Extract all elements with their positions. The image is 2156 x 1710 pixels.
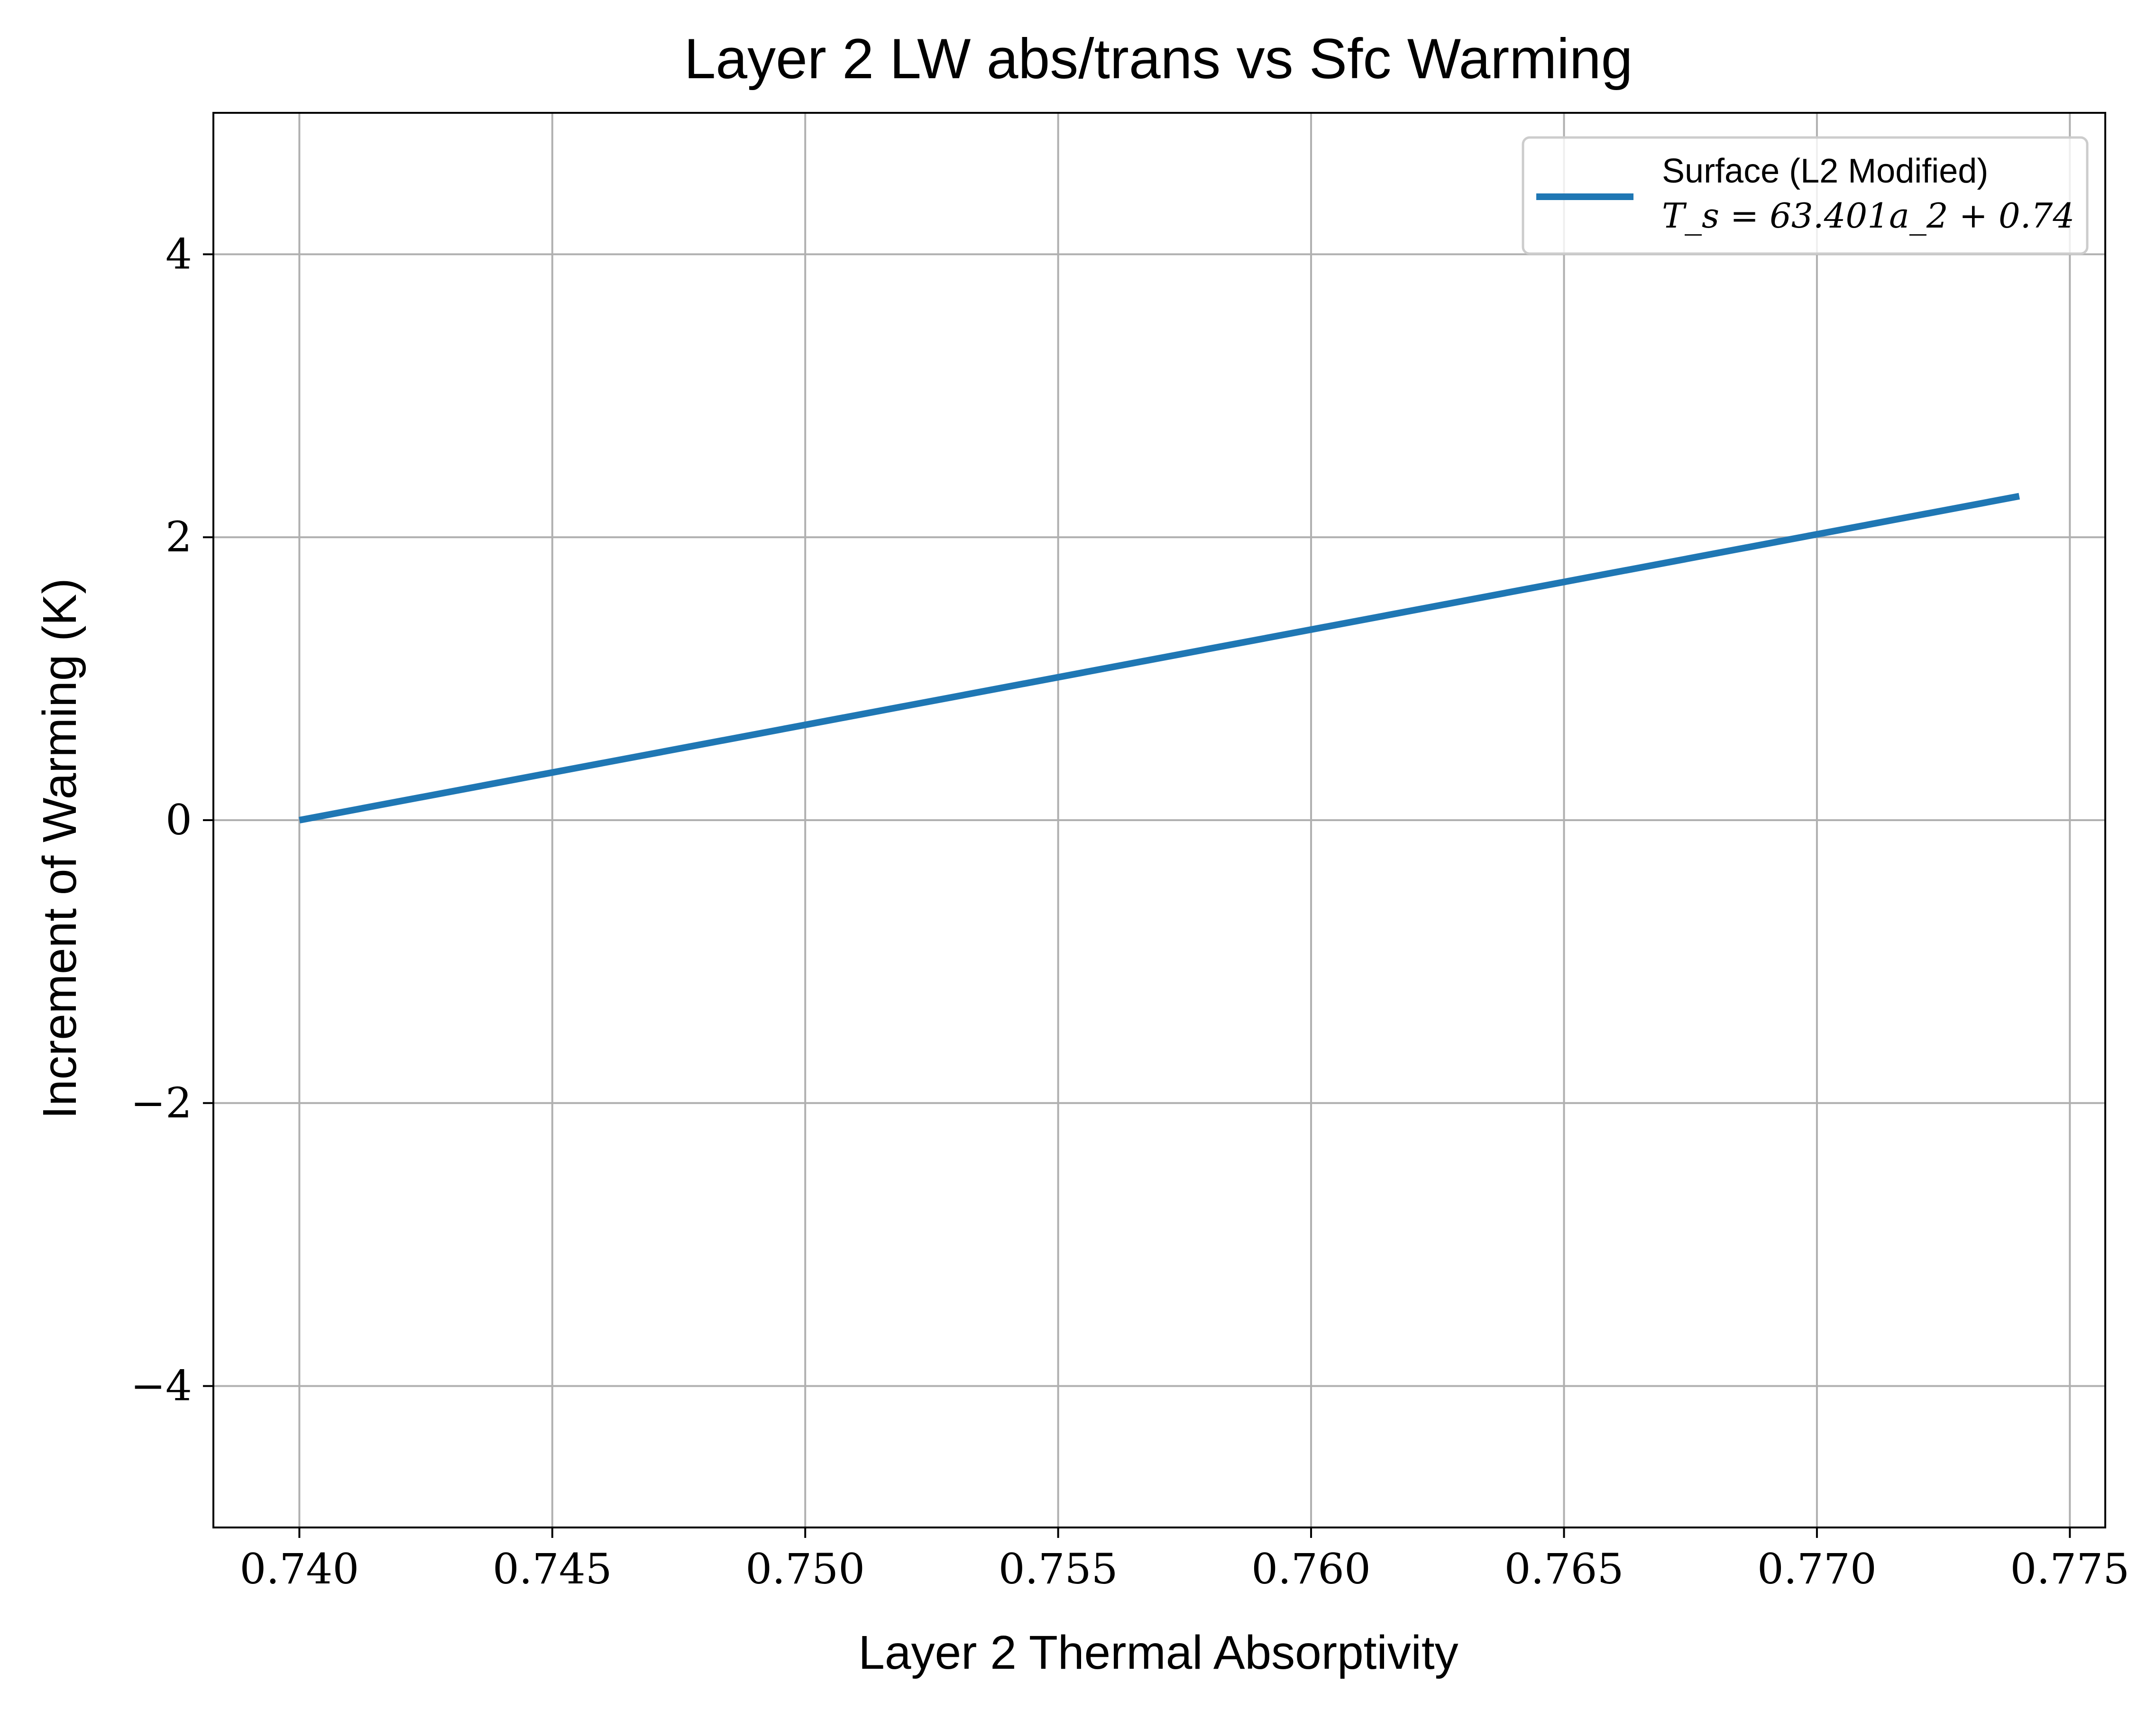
legend: Surface (L2 Modified) T_s = 63.401a_2 + … [1522, 136, 2089, 255]
x-tick-label: 0.750 [745, 1545, 865, 1593]
x-tick-label: 0.740 [239, 1545, 359, 1593]
x-tick-label: 0.775 [2010, 1545, 2129, 1593]
legend-series-equation: T_s = 63.401a_2 + 0.74 [1662, 196, 2074, 236]
series-layer [299, 493, 2020, 823]
y-tick-label: −2 [130, 1079, 192, 1127]
legend-box [1522, 136, 2089, 255]
axis-ticks [203, 253, 2071, 1538]
x-axis-label: Layer 2 Thermal Absorptivity [858, 1626, 1458, 1679]
series-line [299, 493, 2020, 823]
axis-tick-labels: 0.740 0.745 0.750 0.755 0.760 0.765 0.770 0.775… [130, 229, 2129, 1593]
y-axis-label: Increment of Warming (K) [33, 578, 86, 1119]
legend-series-name: Surface (L2 Modified) [1662, 152, 1988, 190]
y-tick-label: 4 [165, 229, 192, 278]
x-tick-label: 0.770 [1757, 1545, 1877, 1593]
y-tick-label: −4 [130, 1362, 192, 1410]
x-tick-label: 0.760 [1251, 1545, 1371, 1593]
chart-title: Layer 2 LW abs/trans vs Sfc Warming [684, 27, 1633, 91]
x-tick-label: 0.755 [999, 1545, 1118, 1593]
y-tick-label: 2 [165, 512, 192, 561]
x-tick-label: 0.765 [1505, 1545, 1624, 1593]
y-tick-label: 0 [165, 796, 192, 844]
x-tick-label: 0.745 [493, 1545, 612, 1593]
